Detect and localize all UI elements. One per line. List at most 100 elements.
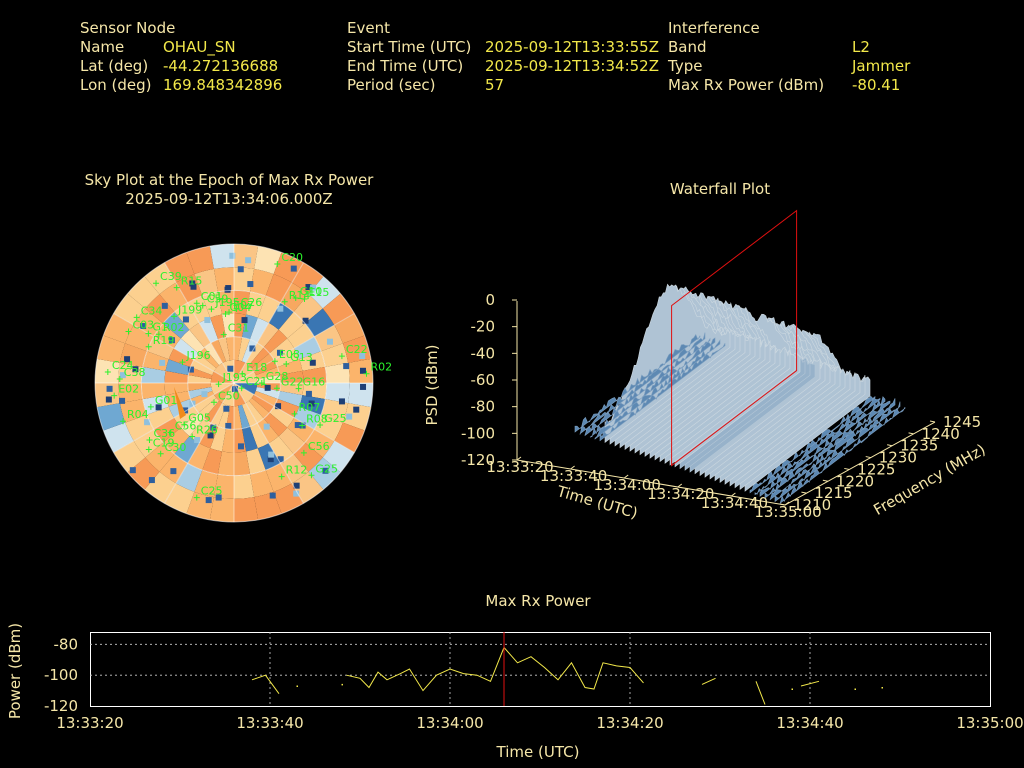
sky-cell [142,351,169,371]
sky-cell-dot [269,492,276,499]
satellite-marker: G1 [145,321,168,337]
satellite-marker: C31 [220,322,249,338]
maxpower-ticks: 13:33:20 13:33:40 13:34:00 13:34:20 13:34:40… [44,635,1024,732]
satellite-marker: E08 [271,348,300,365]
sky-cell [249,317,269,343]
sky-cell [209,244,234,269]
waterfall-zlabel: PSD (dBm) [423,344,441,425]
sensor-lon-label: Lon (deg) [80,76,152,94]
sky-cell-dot [105,396,112,403]
satellite-plus [300,449,307,456]
sky-cell-dot [338,398,345,405]
waterfall-time-tick-label: 13:34:40 [701,494,768,512]
jammer-direction-marker [174,387,186,419]
sky-cell-dot [305,284,312,291]
sky-cell [238,404,250,429]
sky-cell [204,342,223,366]
interference-power-label: Max Rx Power (dBm) [668,76,825,94]
satellite-label: C01 [201,290,223,303]
waterfall-freq-tick-label: 1245 [943,413,981,431]
interference-band-value: L2 [852,38,870,56]
sky-cell [145,442,175,472]
sky-cell [199,317,219,343]
event-start-label: Start Time (UTC) [347,38,472,56]
satellite-plus [146,437,153,443]
sky-cell-dot [276,349,283,356]
sky-cell [141,383,166,400]
sky-cell [314,325,343,352]
sky-cell [146,336,174,360]
sky-cell [213,383,234,404]
sky-cell [174,302,200,330]
satellite-plus [258,380,265,386]
satellite-marker: C36 [146,427,175,443]
sky-cell-dot [346,413,353,420]
satellite-label: C56 [308,440,330,453]
waterfall-freq-tick-label: 1220 [836,472,874,490]
satellite-plus [211,399,218,406]
satellite-label: C59 [207,293,229,306]
sky-cell-dot [245,257,252,264]
maxpower-series [251,646,883,705]
waterfall-freq-tick [887,444,893,447]
maxpower-x-tick-label: 13:34:00 [416,714,483,732]
waterfall-ribbon [749,395,876,494]
sky-cell [186,246,214,275]
sky-cell [213,474,234,499]
waterfall-freq-tick-label: 1240 [922,425,960,443]
sky-cell [194,470,218,498]
sky-cell [225,336,234,361]
waterfall-z-tick-label: -100 [461,424,495,442]
sky-cell [263,329,288,354]
sky-cell-dot [360,383,367,390]
maxpower-xlabel: Time (UTC) [496,743,580,761]
sky-cell [246,448,266,475]
sky-cell [176,274,203,303]
waterfall-ribbon [754,397,881,496]
sky-cell [279,383,304,396]
sky-cell [217,290,234,315]
satellite-label: J195 [214,296,239,309]
sky-cell-dot [293,490,300,497]
sky-cell [164,383,189,396]
satellite-marker: C26 [233,296,262,312]
maxpower-line [346,646,644,692]
satellite-plus [220,331,227,338]
maxpower-x-tick-label: 13:34:40 [776,714,843,732]
maxpower-y-tick-label: -100 [44,666,78,684]
sky-cell [248,397,270,419]
waterfall-surface [574,283,906,505]
sky-cell-dot [343,363,350,370]
sky-cell [234,336,243,361]
sky-cell [234,497,259,522]
waterfall-marker-plane [671,209,798,467]
satellite-plus [133,314,140,321]
sky-cell [257,295,281,323]
sky-cell-dot [277,456,284,463]
waterfall-ribbon [599,343,726,442]
interference-power-value: -80.41 [852,76,901,94]
satellite-plus [271,358,278,365]
sky-cell-dot [237,266,244,273]
waterfall-marker-outline [671,209,798,467]
waterfall-ribbon [579,332,706,435]
satellite-plus [145,446,152,453]
sky-cell-dot [182,316,189,323]
sky-cell [141,366,166,383]
waterfall-freq-tick-label: 1215 [814,484,852,502]
satellite-marker: C25 [193,485,222,501]
satellite-marker: C50 [211,389,240,406]
satellite-plus [199,302,206,309]
sky-cell [218,337,230,362]
sky-cell [234,474,255,499]
satellite-plus [155,331,162,338]
sky-cell [255,367,280,379]
sky-cell-dot [293,482,300,489]
sky-cell [269,338,295,360]
sky-cell [125,325,154,352]
satellite-label: C50 [218,389,240,402]
sky-cell [268,436,294,464]
waterfall-ribbon [594,339,721,440]
